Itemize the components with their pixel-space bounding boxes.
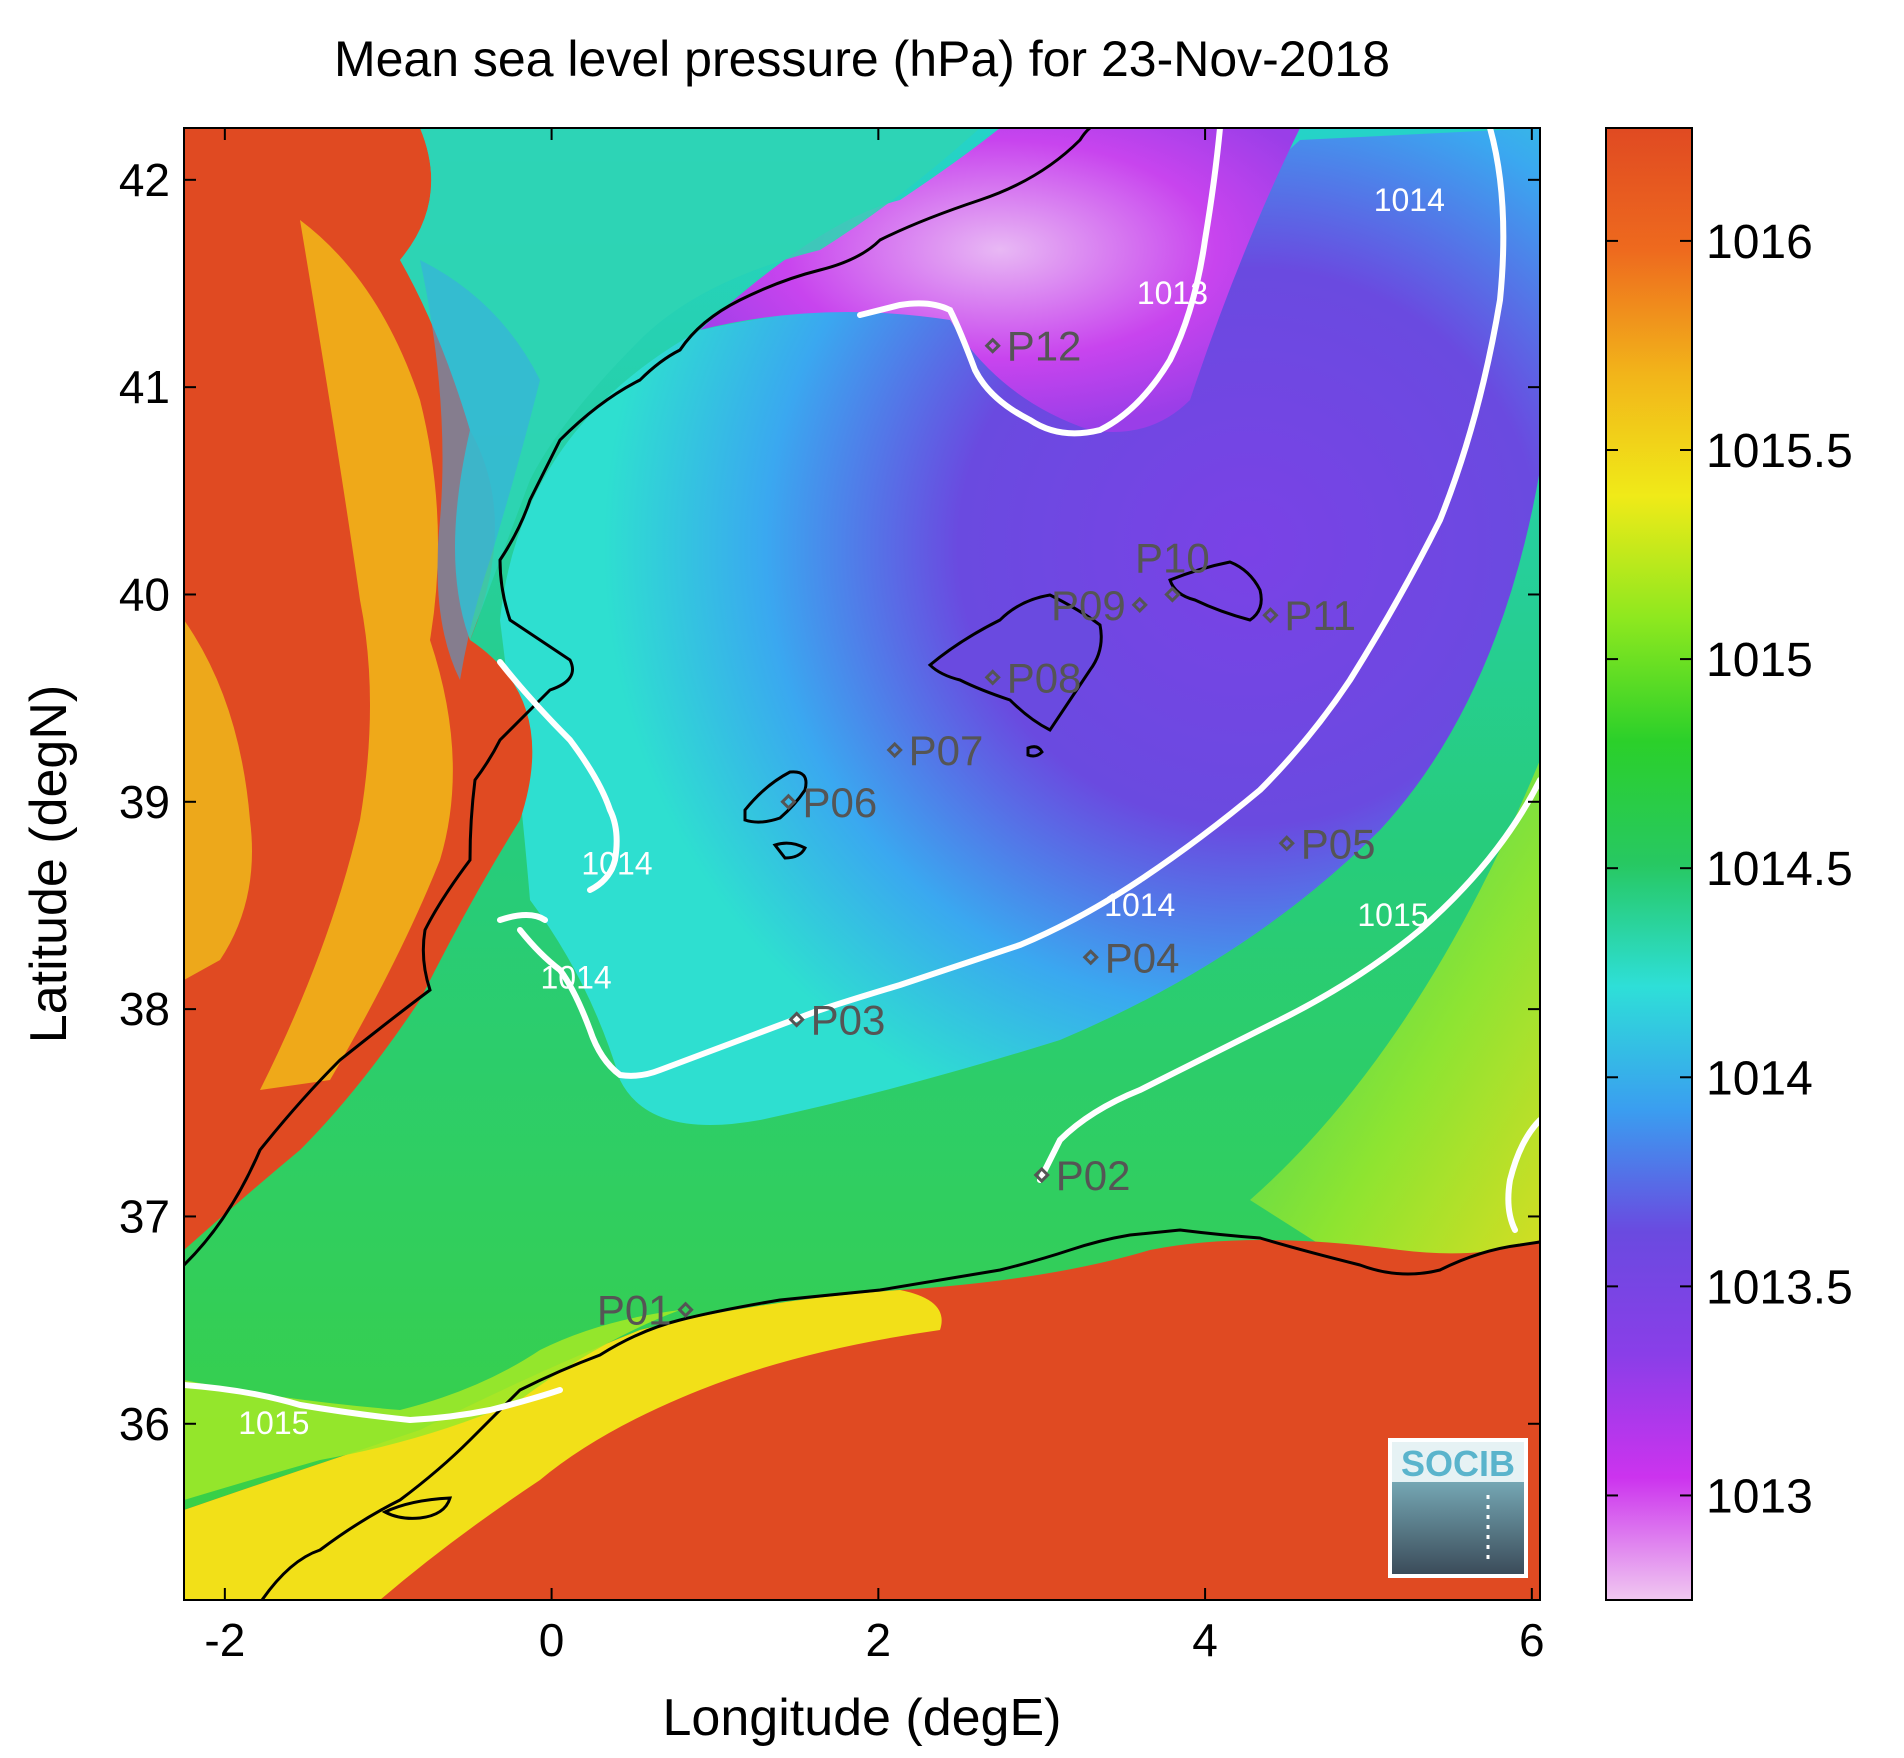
station-label: P03 — [811, 996, 886, 1043]
pressure-field — [184, 128, 1540, 1600]
station-marker — [1164, 586, 1181, 603]
x-tick-label: 0 — [539, 1614, 565, 1666]
y-tick-label: 36 — [119, 1398, 170, 1450]
colorbar-tick-label: 1013 — [1706, 1470, 1813, 1523]
x-tick-label: 2 — [866, 1614, 892, 1666]
y-axis: 36 37 38 39 40 41 42 — [119, 154, 1540, 1450]
station-label: P01 — [597, 1287, 672, 1334]
socib-logo: SOCIB — [1388, 1438, 1528, 1578]
isobar-label: 1014 — [1104, 887, 1175, 923]
colorbar-ticks: 1013 1013.5 1014 1014.5 1015 1015.5 1016 — [1606, 216, 1853, 1523]
station-marker — [1082, 949, 1099, 966]
x-tick-label: 4 — [1192, 1614, 1218, 1666]
colorbar-tick-label: 1015 — [1706, 634, 1813, 687]
x-axis-label: Longitude (degE) — [663, 1689, 1062, 1747]
isobars — [184, 128, 1540, 1424]
y-tick-label: 39 — [119, 776, 170, 828]
plot-frame — [183, 127, 1541, 1601]
y-axis-label: Latitude (degN) — [20, 685, 78, 1043]
isobar-label: 1014 — [581, 845, 652, 881]
y-tick-label: 41 — [119, 361, 170, 413]
colorbar-tick-label: 1013.5 — [1706, 1261, 1853, 1314]
isobar-label: 1015 — [1357, 897, 1428, 933]
station-marker — [1033, 1166, 1050, 1184]
colorbar-tick-label: 1016 — [1706, 216, 1813, 269]
station-marker — [788, 1011, 805, 1028]
station-marker — [1131, 596, 1148, 613]
isobar-label: 1014 — [1374, 182, 1445, 218]
x-tick-label: -2 — [204, 1614, 245, 1666]
y-tick-label: 37 — [119, 1190, 170, 1242]
station-label: P06 — [802, 779, 877, 826]
chart-title: Mean sea level pressure (hPa) for 23-Nov… — [334, 31, 1390, 87]
isobar-labels: 1013 1014 1014 1014 1014 1015 1015 — [238, 182, 1445, 1441]
station-label: P05 — [1301, 820, 1376, 867]
station-label: P04 — [1105, 934, 1180, 981]
isobar-label: 1014 — [541, 959, 612, 995]
colorbar-tick-label: 1014.5 — [1706, 843, 1853, 896]
x-tick-label: 6 — [1519, 1614, 1545, 1666]
station-marker — [984, 337, 1001, 354]
station-label: P12 — [1007, 323, 1082, 370]
colorbar-tick-label: 1014 — [1706, 1052, 1813, 1105]
station-label: P11 — [1284, 592, 1356, 639]
station-label: P08 — [1007, 654, 1082, 701]
isobar-label: 1015 — [238, 1405, 309, 1441]
station-marker — [780, 793, 797, 810]
station-marker — [984, 669, 1001, 686]
coastlines — [184, 128, 1540, 1600]
y-tick-label: 38 — [119, 983, 170, 1035]
colorbar: 1013 1013.5 1014 1014.5 1015 1015.5 1016 — [1605, 127, 1853, 1601]
station-label: P10 — [1135, 534, 1210, 581]
y-tick-label: 40 — [119, 568, 170, 620]
station-label: P07 — [909, 727, 984, 774]
y-tick-label: 42 — [119, 154, 170, 206]
station-label: P02 — [1056, 1152, 1131, 1199]
isobar-label: 1013 — [1137, 275, 1208, 311]
logo-text: SOCIB — [1401, 1443, 1515, 1484]
station-label: P09 — [1051, 582, 1126, 629]
colorbar-gradient — [1605, 127, 1693, 1601]
colorbar-tick-label: 1015.5 — [1706, 425, 1853, 478]
x-axis: -2 0 2 4 6 — [204, 128, 1545, 1666]
station-marker — [1278, 835, 1295, 852]
station-marker — [677, 1301, 694, 1318]
station-marker — [1262, 607, 1279, 624]
station-marker — [886, 741, 903, 759]
